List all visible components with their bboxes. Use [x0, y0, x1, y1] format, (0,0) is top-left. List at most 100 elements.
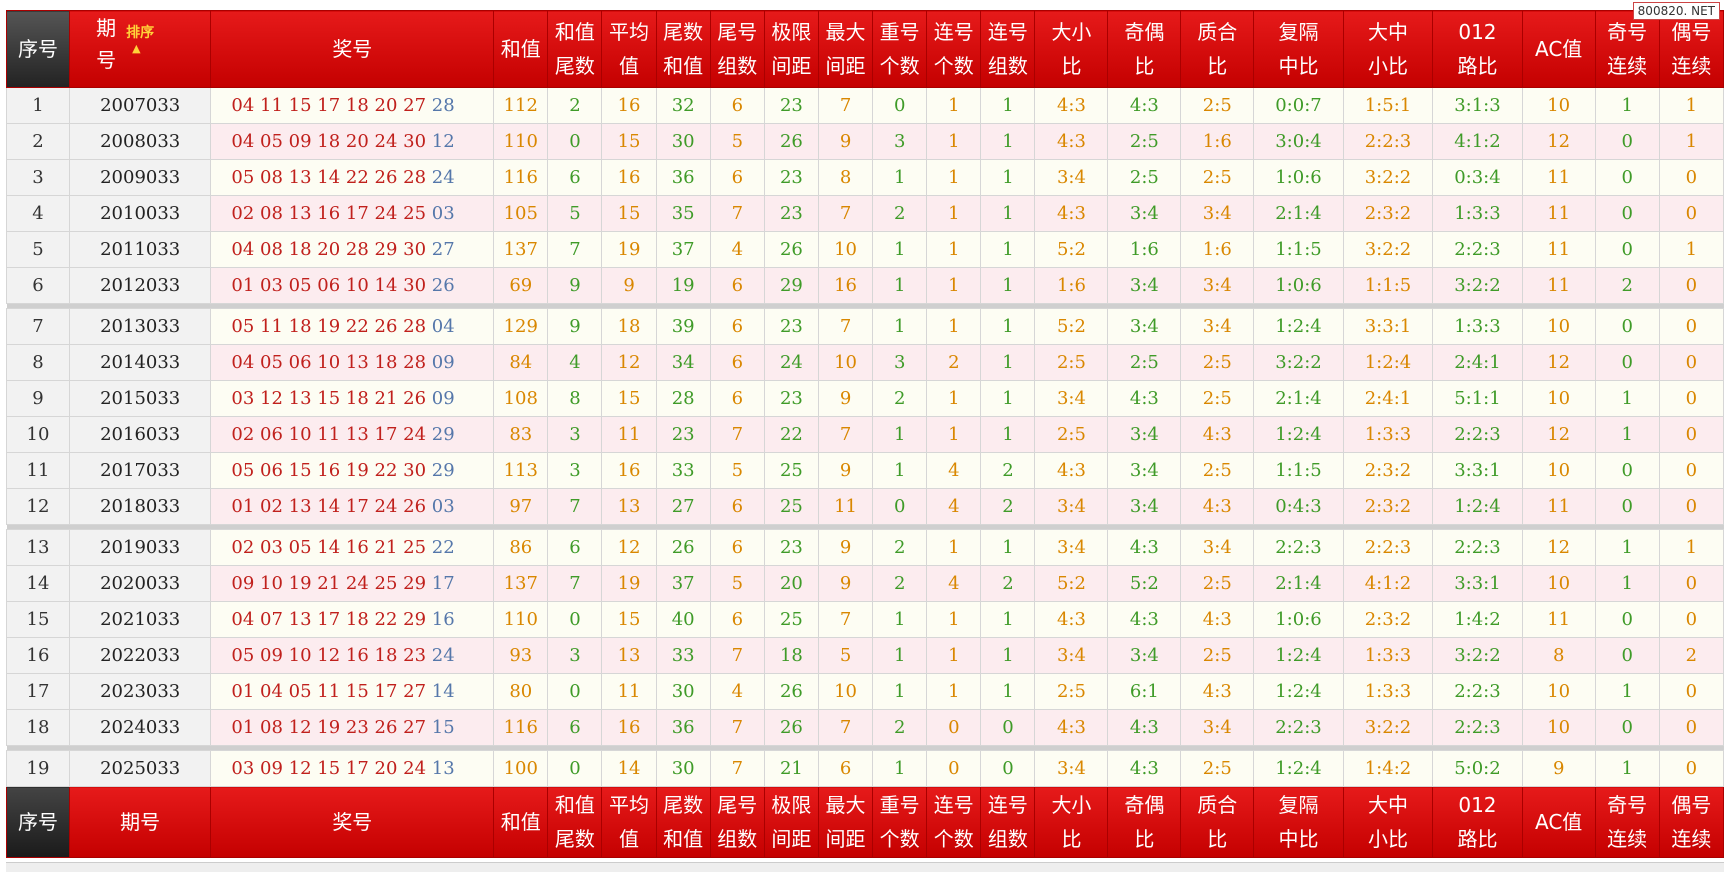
row-stat-12: 2:5: [1180, 452, 1255, 489]
row-stat-6: 9: [817, 123, 874, 160]
row-stat-15: 0:3:4: [1432, 159, 1523, 196]
header-col-0: 和值 尾数: [547, 10, 603, 88]
row-stat-18: 0: [1658, 750, 1724, 787]
row-stat-18: 0: [1658, 344, 1724, 381]
header-issue-sort[interactable]: 期 号 排序 ▲: [68, 10, 212, 88]
row-stat-13: 1:0:6: [1253, 601, 1344, 638]
row-issue: 2007033: [68, 87, 212, 124]
row-stat-6: 5: [817, 637, 874, 674]
row-stat-12: 1:6: [1180, 123, 1255, 160]
row-stat-12: 3:4: [1180, 195, 1255, 232]
red-balls: 02 06 10 11 13 17 24: [231, 424, 427, 445]
row-stat-14: 1:3:3: [1342, 673, 1434, 710]
row-stat-12: 2:5: [1180, 87, 1255, 124]
row-stat-14: 2:4:1: [1342, 380, 1434, 417]
row-stat-17: 0: [1594, 123, 1660, 160]
row-stat-15: 4:1:2: [1432, 123, 1523, 160]
red-balls: 01 04 05 11 15 17 27: [231, 681, 427, 702]
row-stat-2: 16: [601, 452, 657, 489]
blue-ball: 12: [431, 131, 455, 152]
row-stat-18: 0: [1658, 380, 1724, 417]
row-stat-12: 3:4: [1180, 308, 1255, 345]
row-numbers: 04 05 06 10 13 18 28 09: [210, 344, 495, 381]
row-stat-14: 3:2:2: [1342, 709, 1434, 746]
row-seq: 5: [6, 231, 70, 268]
row-stat-5: 25: [763, 601, 819, 638]
row-stat-5: 21: [763, 750, 819, 787]
sort-arrow-icon[interactable]: ▲: [132, 42, 141, 55]
row-stat-0: 84: [493, 344, 549, 381]
footer-col-8: 连号 组数: [980, 786, 1036, 858]
row-stat-11: 4:3: [1107, 529, 1182, 566]
header-col-10: 奇偶比: [1107, 10, 1182, 88]
row-stat-14: 3:3:1: [1342, 308, 1434, 345]
row-stat-11: 4:3: [1107, 380, 1182, 417]
row-numbers: 09 10 19 21 24 25 29 17: [210, 565, 495, 602]
row-stat-1: 6: [547, 529, 603, 566]
row-stat-18: 2: [1658, 637, 1724, 674]
row-numbers: 05 06 15 16 19 22 30 29: [210, 452, 495, 489]
footer-row: 序号 期号 奖号 和值 和值 尾数 平均值 尾数 和值 尾号 组数 极限 间距 最大 间距…: [6, 786, 1724, 858]
row-stat-4: 5: [709, 123, 765, 160]
row-stat-14: 1:2:4: [1342, 344, 1434, 381]
row-stat-7: 2: [872, 565, 928, 602]
row-stat-9: 1: [980, 344, 1036, 381]
table-row: 2 2008033 04 05 09 18 20 24 30 12 110 0 15 30 5…: [6, 123, 1724, 160]
row-stat-11: 3:4: [1107, 488, 1182, 525]
watermark: 800820. NET: [1632, 2, 1720, 20]
row-stat-14: 1:4:2: [1342, 750, 1434, 787]
row-stat-8: 1: [926, 416, 982, 453]
footer-col-1: 平均值: [601, 786, 657, 858]
row-stat-0: 113: [493, 452, 549, 489]
row-stat-11: 4:3: [1107, 87, 1182, 124]
row-stat-10: 3:4: [1034, 529, 1109, 566]
row-stat-18: 0: [1658, 488, 1724, 525]
row-stat-17: 0: [1594, 231, 1660, 268]
row-stat-14: 1:3:3: [1342, 416, 1434, 453]
sort-label[interactable]: 排序: [126, 25, 155, 41]
row-stat-12: 3:4: [1180, 709, 1255, 746]
footer-col-0: 和值 尾数: [547, 786, 603, 858]
row-stat-3: 27: [655, 488, 711, 525]
row-stat-17: 1: [1594, 565, 1660, 602]
row-stat-16: 10: [1521, 308, 1596, 345]
header-seq: 序号: [6, 10, 70, 88]
row-stat-7: 3: [872, 344, 928, 381]
row-stat-3: 32: [655, 87, 711, 124]
row-stat-13: 2:1:4: [1253, 380, 1344, 417]
blue-ball: 26: [431, 275, 455, 296]
row-stat-13: 2:2:3: [1253, 709, 1344, 746]
row-seq: 1: [6, 87, 70, 124]
row-stat-6: 9: [817, 452, 874, 489]
row-numbers: 05 09 10 12 16 18 23 24: [210, 637, 495, 674]
row-stat-9: 2: [980, 452, 1036, 489]
row-seq: 15: [6, 601, 70, 638]
row-issue: 2016033: [68, 416, 212, 453]
row-seq: 8: [6, 344, 70, 381]
row-stat-7: 0: [872, 488, 928, 525]
row-stat-15: 2:2:3: [1432, 529, 1523, 566]
row-stat-3: 36: [655, 709, 711, 746]
row-stat-16: 11: [1521, 488, 1596, 525]
row-numbers: 03 09 12 15 17 20 24 13: [210, 750, 495, 787]
row-stat-2: 13: [601, 637, 657, 674]
row-stat-2: 11: [601, 416, 657, 453]
header-sum: 和值: [493, 10, 549, 88]
blue-ball: 09: [431, 388, 455, 409]
row-issue: 2011033: [68, 231, 212, 268]
row-stat-11: 6:1: [1107, 673, 1182, 710]
row-stat-8: 1: [926, 380, 982, 417]
lottery-history-table: 序号 期 号 排序 ▲ 奖号 和值 和值 尾数 平均值 尾数 和值 尾号 组数 极限间…: [6, 10, 1724, 858]
row-stat-8: 1: [926, 308, 982, 345]
header-col-4: 极限 间距: [763, 10, 819, 88]
row-stat-5: 29: [763, 267, 819, 304]
row-stat-10: 4:3: [1034, 601, 1109, 638]
row-stat-0: 83: [493, 416, 549, 453]
row-stat-13: 1:2:4: [1253, 416, 1344, 453]
row-numbers: 02 06 10 11 13 17 24 29: [210, 416, 495, 453]
header-issue-top: 期: [96, 16, 117, 40]
row-stat-3: 30: [655, 123, 711, 160]
table-row: 17 2023033 01 04 05 11 15 17 27 14 80 0 11 30 4…: [6, 673, 1724, 710]
row-stat-10: 4:3: [1034, 709, 1109, 746]
red-balls: 05 11 18 19 22 26 28: [231, 316, 427, 337]
